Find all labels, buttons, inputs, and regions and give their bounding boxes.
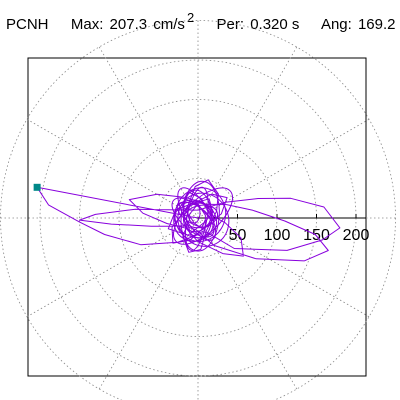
grid-spoke bbox=[98, 217, 199, 390]
radial-axis: 50 100 150 200 bbox=[198, 214, 369, 244]
grid-spoke bbox=[98, 46, 199, 219]
max-unit: cm/s 2 bbox=[153, 10, 194, 33]
trace-loop bbox=[177, 192, 230, 247]
max-label: Max: bbox=[70, 16, 104, 33]
trace-loop bbox=[182, 189, 213, 239]
radial-tick-label: 50 bbox=[229, 227, 247, 244]
max-unit-exponent: 2 bbox=[186, 10, 195, 25]
trace-loop bbox=[185, 186, 209, 251]
trace-cluster bbox=[171, 180, 233, 252]
grid-spoke bbox=[197, 217, 298, 390]
ang-value: 169.2 bbox=[357, 16, 396, 33]
max-unit-text: cm/s bbox=[153, 16, 185, 33]
grid-spoke bbox=[197, 118, 370, 219]
grid-spoke bbox=[26, 118, 199, 219]
ang-label: Ang: bbox=[320, 16, 352, 33]
grid-spoke bbox=[26, 217, 199, 318]
grid-spoke bbox=[197, 46, 298, 219]
per-label: Per: bbox=[216, 16, 245, 33]
grid-spoke bbox=[197, 217, 370, 318]
trace-loop bbox=[176, 201, 212, 228]
station-code: PCNH bbox=[6, 16, 49, 33]
radial-tick-label: 100 bbox=[264, 227, 291, 244]
per-value: 0.320 s bbox=[250, 16, 300, 33]
trace-layer bbox=[36, 179, 341, 262]
chart-header: PCNH Max: 207.3 cm/s 2 Per: 0.320 s Ang: … bbox=[6, 10, 398, 40]
marker-layer bbox=[33, 183, 41, 191]
peak-marker bbox=[33, 183, 41, 191]
max-value: 207.3 bbox=[109, 16, 148, 33]
trace-line bbox=[36, 179, 341, 262]
radial-tick-label: 200 bbox=[343, 227, 370, 244]
